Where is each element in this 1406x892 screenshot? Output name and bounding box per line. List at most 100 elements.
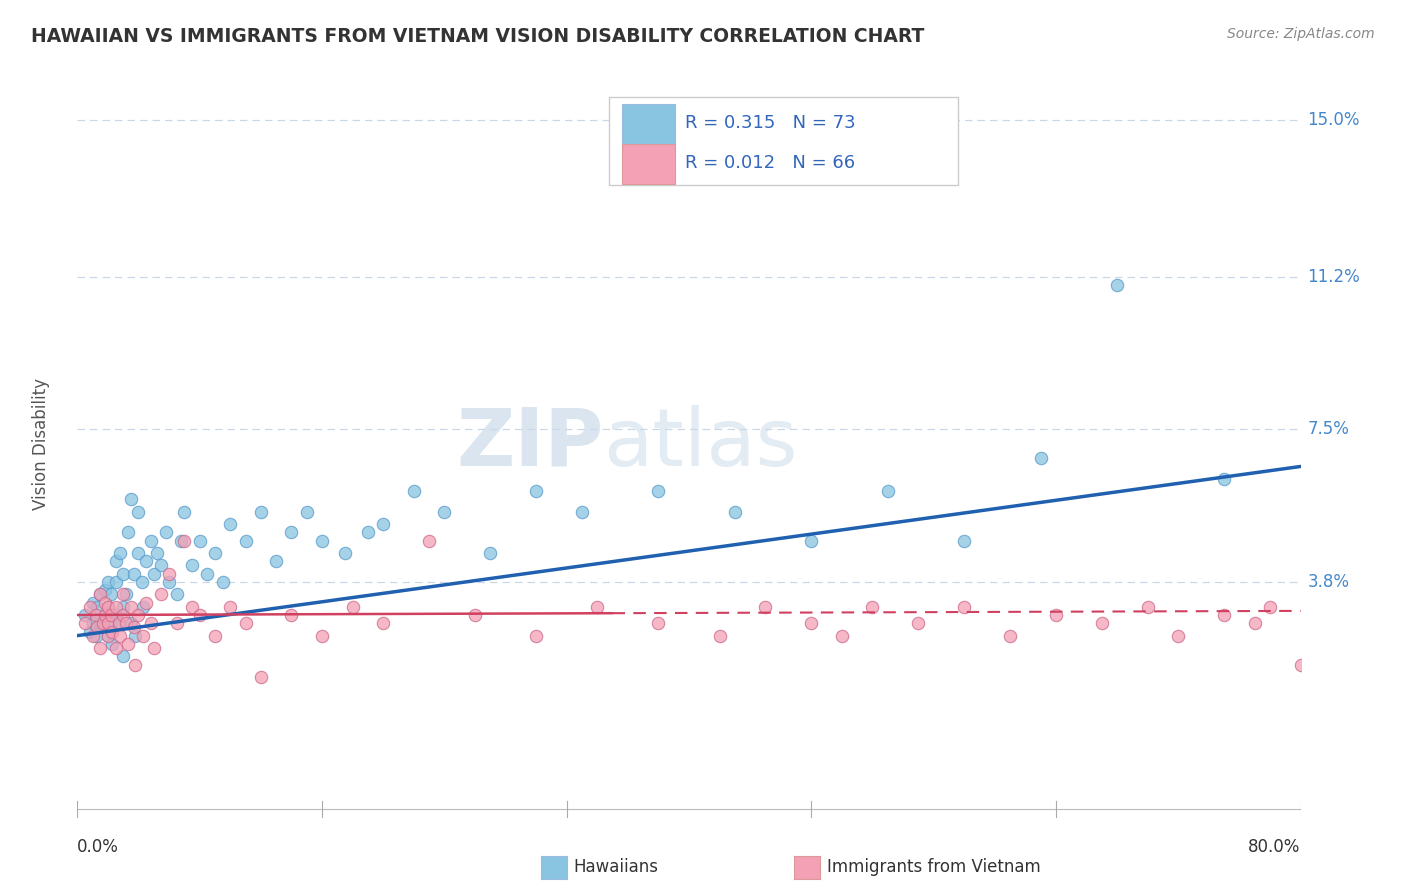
Point <box>235 616 257 631</box>
Point <box>311 629 333 643</box>
Point <box>127 546 149 560</box>
Point <box>181 558 204 573</box>
Point <box>104 574 127 589</box>
Point <box>166 587 188 601</box>
Point <box>571 505 593 519</box>
Point <box>84 629 107 643</box>
Point <box>131 574 153 589</box>
Point <box>97 599 120 614</box>
Point <box>150 558 173 573</box>
Point <box>89 587 111 601</box>
Point <box>219 599 242 614</box>
Point <box>100 607 122 622</box>
Point <box>219 517 242 532</box>
Point <box>862 599 884 614</box>
Point <box>333 546 356 560</box>
Point <box>127 607 149 622</box>
Point <box>173 533 195 548</box>
Text: 3.8%: 3.8% <box>1308 573 1350 591</box>
Point <box>94 607 117 622</box>
Point <box>94 607 117 622</box>
Point <box>157 566 180 581</box>
Text: 80.0%: 80.0% <box>1249 838 1301 855</box>
Text: 0.0%: 0.0% <box>77 838 120 855</box>
Point <box>91 616 114 631</box>
Point <box>120 599 142 614</box>
Point <box>142 640 165 655</box>
Point <box>724 505 747 519</box>
Point <box>73 616 96 631</box>
FancyBboxPatch shape <box>609 96 957 186</box>
Point <box>647 616 669 631</box>
Point <box>124 657 146 672</box>
Point <box>647 484 669 499</box>
Point <box>295 505 318 519</box>
Point <box>108 546 131 560</box>
Text: atlas: atlas <box>603 405 797 483</box>
Point <box>371 517 394 532</box>
Point <box>107 616 129 631</box>
Point <box>1167 629 1189 643</box>
Text: Hawaiians: Hawaiians <box>574 858 658 876</box>
Point <box>97 629 120 643</box>
Point <box>188 607 211 622</box>
Point <box>1091 616 1114 631</box>
Point <box>122 566 145 581</box>
Point <box>250 505 273 519</box>
Point <box>115 616 138 631</box>
Point <box>371 616 394 631</box>
Point <box>754 599 776 614</box>
Point <box>524 484 547 499</box>
Point <box>357 525 380 540</box>
Point <box>107 616 129 631</box>
Point <box>586 599 609 614</box>
Point <box>876 484 898 499</box>
Point <box>1136 599 1159 614</box>
Point <box>104 554 127 568</box>
Point <box>82 616 104 631</box>
Point <box>195 566 218 581</box>
Point <box>1029 451 1052 466</box>
Point <box>250 670 273 684</box>
Point <box>173 505 195 519</box>
Point <box>73 607 96 622</box>
Point <box>280 607 302 622</box>
Point <box>433 505 456 519</box>
Point <box>97 616 120 631</box>
Point <box>132 629 155 643</box>
Point <box>418 533 440 548</box>
Point <box>89 587 111 601</box>
FancyBboxPatch shape <box>621 144 675 184</box>
Point <box>120 616 142 631</box>
Point <box>108 629 131 643</box>
Point <box>101 624 124 639</box>
Point <box>1107 277 1129 292</box>
Text: Immigrants from Vietnam: Immigrants from Vietnam <box>827 858 1040 876</box>
Text: 7.5%: 7.5% <box>1308 420 1350 438</box>
Point <box>264 554 287 568</box>
Point <box>115 587 138 601</box>
Point <box>112 649 135 664</box>
Point <box>907 616 929 631</box>
Point <box>342 599 364 614</box>
Point <box>104 599 127 614</box>
Point <box>112 599 135 614</box>
Point <box>135 596 157 610</box>
Point <box>97 574 120 589</box>
Point <box>402 484 425 499</box>
Point <box>800 533 823 548</box>
Point <box>204 546 226 560</box>
Point <box>101 637 124 651</box>
Point <box>524 629 547 643</box>
Point <box>235 533 257 548</box>
Point <box>117 525 139 540</box>
Point <box>89 640 111 655</box>
Point <box>97 629 120 643</box>
Point <box>100 587 122 601</box>
Point <box>97 599 120 614</box>
Point <box>91 620 114 634</box>
Point <box>135 554 157 568</box>
Point <box>170 533 193 548</box>
Point <box>84 607 107 622</box>
Point <box>82 629 104 643</box>
